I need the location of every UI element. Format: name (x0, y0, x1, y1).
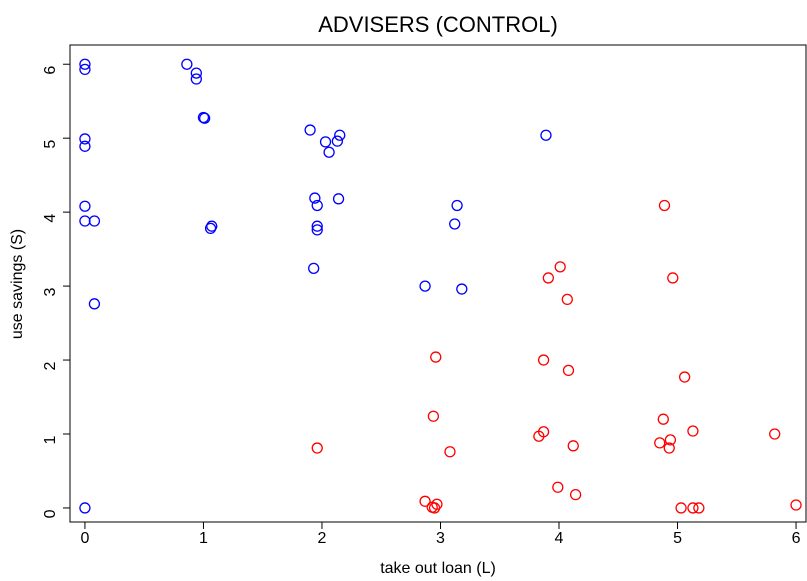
x-tick-label: 6 (792, 530, 801, 547)
point (569, 488, 582, 501)
point (331, 135, 344, 147)
point (308, 262, 320, 274)
point (204, 222, 217, 235)
y-tick-label: 5 (42, 140, 59, 149)
y-tick-label: 4 (42, 214, 59, 223)
point (675, 502, 687, 514)
point (537, 426, 550, 438)
point (304, 124, 316, 136)
point (444, 446, 456, 458)
point (451, 199, 463, 212)
point (311, 224, 323, 236)
point (654, 437, 666, 449)
point (190, 67, 202, 79)
x-axis-label: take out loan (L) (380, 560, 496, 577)
point (332, 193, 345, 205)
y-tick-label: 3 (42, 288, 59, 297)
point (693, 502, 705, 514)
point (537, 354, 550, 366)
point (79, 63, 91, 76)
point (657, 413, 669, 425)
point (419, 280, 431, 292)
point (79, 133, 91, 145)
point (678, 371, 691, 383)
y-axis-label: use savings (S) (9, 229, 26, 339)
point (542, 272, 554, 284)
y-tick-label: 2 (42, 361, 59, 370)
point (430, 351, 442, 363)
point (419, 495, 431, 507)
point (552, 481, 564, 493)
point (664, 434, 677, 446)
point (561, 293, 573, 306)
point (88, 298, 101, 310)
point (319, 136, 332, 148)
point (667, 272, 679, 284)
x-tick-label: 1 (199, 530, 208, 547)
x-tick-label: 5 (673, 530, 682, 547)
point (554, 261, 566, 273)
point (769, 428, 781, 440)
point (567, 440, 579, 452)
plot-frame (69, 44, 807, 523)
point (198, 112, 211, 124)
y-tick-label: 0 (42, 509, 59, 518)
point (663, 442, 675, 454)
x-tick-label: 0 (80, 530, 89, 547)
point (79, 58, 91, 70)
point (334, 129, 346, 141)
point (79, 502, 91, 514)
x-tick-label: 2 (318, 530, 327, 547)
point (562, 364, 575, 377)
chart-title: ADVISERS (CONTROL) (318, 12, 558, 37)
point (540, 129, 552, 141)
point (79, 200, 91, 212)
point (687, 425, 699, 437)
point (311, 199, 323, 212)
y-tick-label: 6 (42, 66, 59, 75)
x-tick-label: 4 (555, 530, 564, 547)
point (79, 140, 91, 152)
point (449, 218, 461, 230)
point (311, 442, 323, 454)
y-tick-label: 1 (42, 435, 59, 444)
point (79, 215, 91, 227)
point (309, 192, 321, 204)
point (456, 283, 468, 295)
point (427, 410, 440, 422)
point (323, 146, 335, 158)
point (311, 220, 323, 232)
x-tick-label: 3 (436, 530, 445, 547)
point (687, 502, 699, 514)
point (190, 73, 202, 85)
point (88, 215, 101, 227)
point (658, 199, 671, 212)
point (181, 58, 193, 70)
point (790, 499, 802, 511)
point (426, 501, 438, 513)
